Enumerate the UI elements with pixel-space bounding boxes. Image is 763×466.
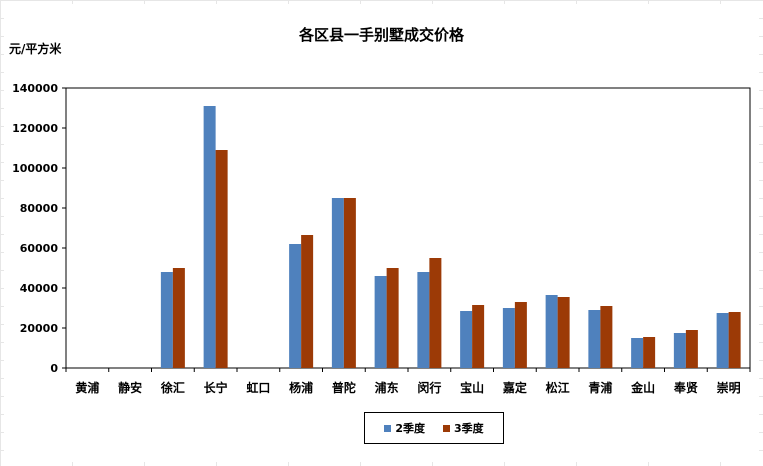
bar-q3 xyxy=(472,305,485,368)
bar-q2 xyxy=(417,272,430,368)
bar-q3 xyxy=(386,268,399,368)
bar-q2 xyxy=(673,333,686,368)
bar-q2 xyxy=(203,106,216,368)
bar-q2 xyxy=(716,313,729,368)
x-tick-label: 普陀 xyxy=(332,380,356,395)
legend-label-0: 2季度 xyxy=(395,422,425,435)
y-tick-label: 40000 xyxy=(20,282,59,295)
legend-item-0: 2季度 xyxy=(384,420,425,436)
legend-swatch-0 xyxy=(384,424,392,432)
x-tick-label: 闵行 xyxy=(417,380,441,395)
bar-q3 xyxy=(172,268,185,368)
y-tick-label: 120000 xyxy=(12,122,58,135)
y-tick-label: 60000 xyxy=(20,242,59,255)
bar-q3 xyxy=(643,337,656,368)
legend: 2季度 3季度 xyxy=(364,412,504,444)
bar-q3 xyxy=(728,312,741,368)
bar-q2 xyxy=(460,311,473,368)
bar-q2 xyxy=(502,308,515,368)
bar-q2 xyxy=(331,198,344,368)
x-tick-label: 杨浦 xyxy=(289,380,313,395)
bar-q2 xyxy=(289,244,302,368)
legend-item-1: 3季度 xyxy=(443,420,484,436)
x-tick-label: 长宁 xyxy=(204,380,228,395)
bar-q2 xyxy=(588,310,601,368)
bar-q2 xyxy=(374,276,387,368)
y-tick-label: 0 xyxy=(50,362,58,375)
bar-q3 xyxy=(429,258,442,368)
y-axis-unit-label: 元/平方米 xyxy=(9,42,62,56)
x-tick-label: 静安 xyxy=(118,380,142,395)
y-tick-label: 100000 xyxy=(12,162,58,175)
x-tick-label: 徐汇 xyxy=(160,380,185,395)
legend-label-1: 3季度 xyxy=(454,422,484,435)
x-tick-label: 嘉定 xyxy=(502,380,527,395)
x-tick-label: 宝山 xyxy=(460,380,484,395)
x-tick-label: 松江 xyxy=(546,380,570,395)
x-tick-label: 虹口 xyxy=(246,380,270,395)
x-tick-label: 奉贤 xyxy=(673,380,698,395)
bar-q2 xyxy=(631,338,644,368)
x-tick-label: 崇明 xyxy=(717,380,741,395)
x-tick-label: 黄浦 xyxy=(75,380,99,395)
bar-q2 xyxy=(160,272,173,368)
x-tick-label: 浦东 xyxy=(375,380,399,395)
bar-q3 xyxy=(514,302,527,368)
bar-q3 xyxy=(600,306,613,368)
bar-q3 xyxy=(557,297,570,368)
bar-q3 xyxy=(215,150,228,368)
legend-swatch-1 xyxy=(443,424,450,432)
x-tick-label: 金山 xyxy=(630,380,655,395)
x-tick-label: 青浦 xyxy=(588,380,612,395)
bar-q3 xyxy=(343,198,356,368)
y-tick-label: 80000 xyxy=(20,202,59,215)
bar-q2 xyxy=(545,295,558,368)
bar-q3 xyxy=(301,235,314,368)
y-tick-label: 140000 xyxy=(12,82,58,95)
chart-title: 各区县一手别墅成交价格 xyxy=(298,26,464,44)
bar-q3 xyxy=(685,330,698,368)
y-tick-label: 20000 xyxy=(20,322,59,335)
